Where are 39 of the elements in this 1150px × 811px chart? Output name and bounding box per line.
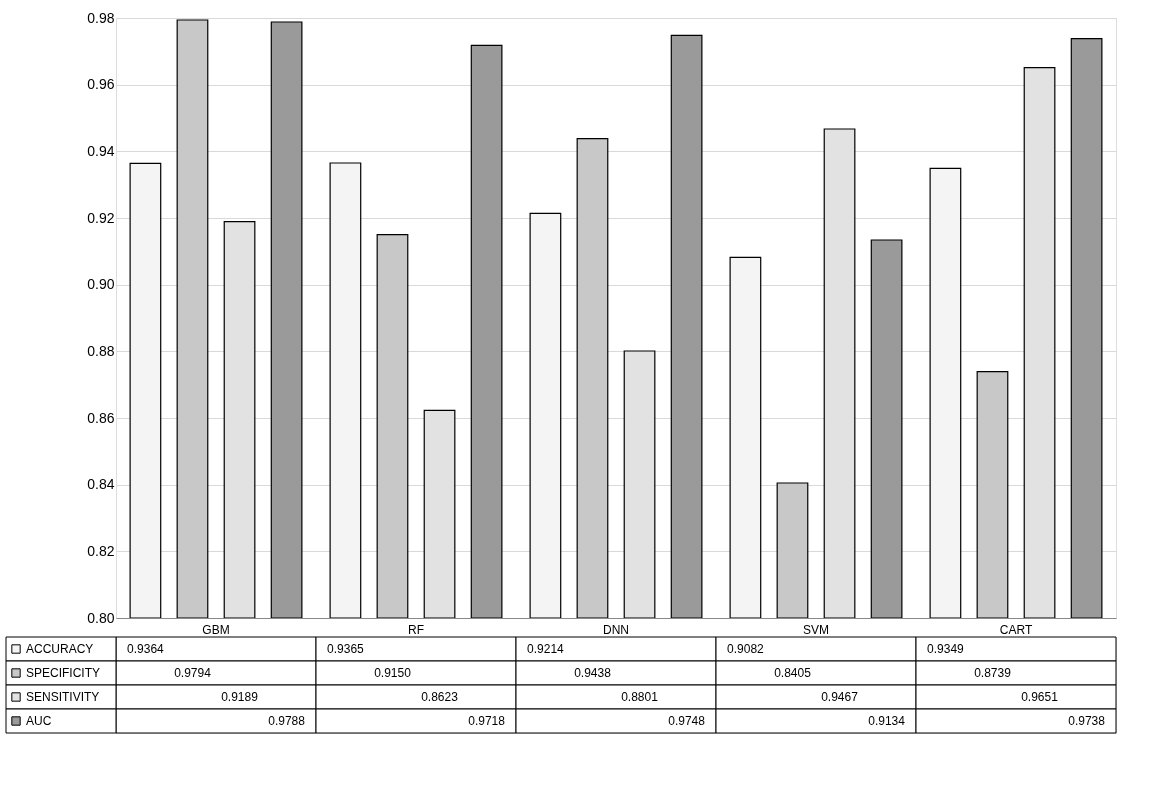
legend-label: ACCURACY <box>26 642 94 656</box>
data-label: 0.9082 <box>727 642 765 656</box>
data-label: 0.9150 <box>374 666 412 680</box>
y-tick-label: 0.86 <box>87 409 115 426</box>
data-label: 0.9794 <box>174 666 212 680</box>
data-label: 0.9651 <box>1021 690 1059 704</box>
data-label: 0.9189 <box>221 690 259 704</box>
y-tick-label: 0.84 <box>87 476 115 493</box>
data-label: 0.9349 <box>927 642 965 656</box>
data-label: 0.8801 <box>621 690 659 704</box>
y-tick-label: 0.94 <box>87 142 115 159</box>
data-label: 0.8405 <box>774 666 812 680</box>
y-tick-label: 0.98 <box>87 9 115 26</box>
data-label: 0.9364 <box>127 642 165 656</box>
data-label: 0.9438 <box>574 666 612 680</box>
data-label: 0.9748 <box>668 714 706 728</box>
x-tick-label: RF <box>408 622 424 637</box>
data-label: 0.9467 <box>821 690 859 704</box>
data-label: 0.9738 <box>1068 714 1106 728</box>
data-label: 0.9788 <box>268 714 306 728</box>
y-tick-label: 0.92 <box>87 209 115 226</box>
x-tick-label: CART <box>999 622 1033 637</box>
data-label: 0.9718 <box>468 714 506 728</box>
data-label: 0.9365 <box>327 642 365 656</box>
x-tick-label: GBM <box>202 622 230 637</box>
legend-label: AUC <box>26 714 52 728</box>
y-tick-label: 0.96 <box>87 76 115 93</box>
x-tick-label: SVM <box>802 622 830 637</box>
data-label: 0.8739 <box>974 666 1012 680</box>
y-tick-label: 0.82 <box>87 542 115 559</box>
data-label: 0.9134 <box>868 714 906 728</box>
y-tick-label: 0.80 <box>87 609 115 626</box>
legend-label: SENSITIVITY <box>26 690 100 704</box>
y-tick-label: 0.90 <box>87 276 115 293</box>
data-label: 0.9214 <box>527 642 565 656</box>
x-tick-label: DNN <box>603 622 629 637</box>
data-label: 0.8623 <box>421 690 459 704</box>
y-tick-label: 0.88 <box>87 342 115 359</box>
legend-label: SPECIFICITY <box>26 666 101 680</box>
